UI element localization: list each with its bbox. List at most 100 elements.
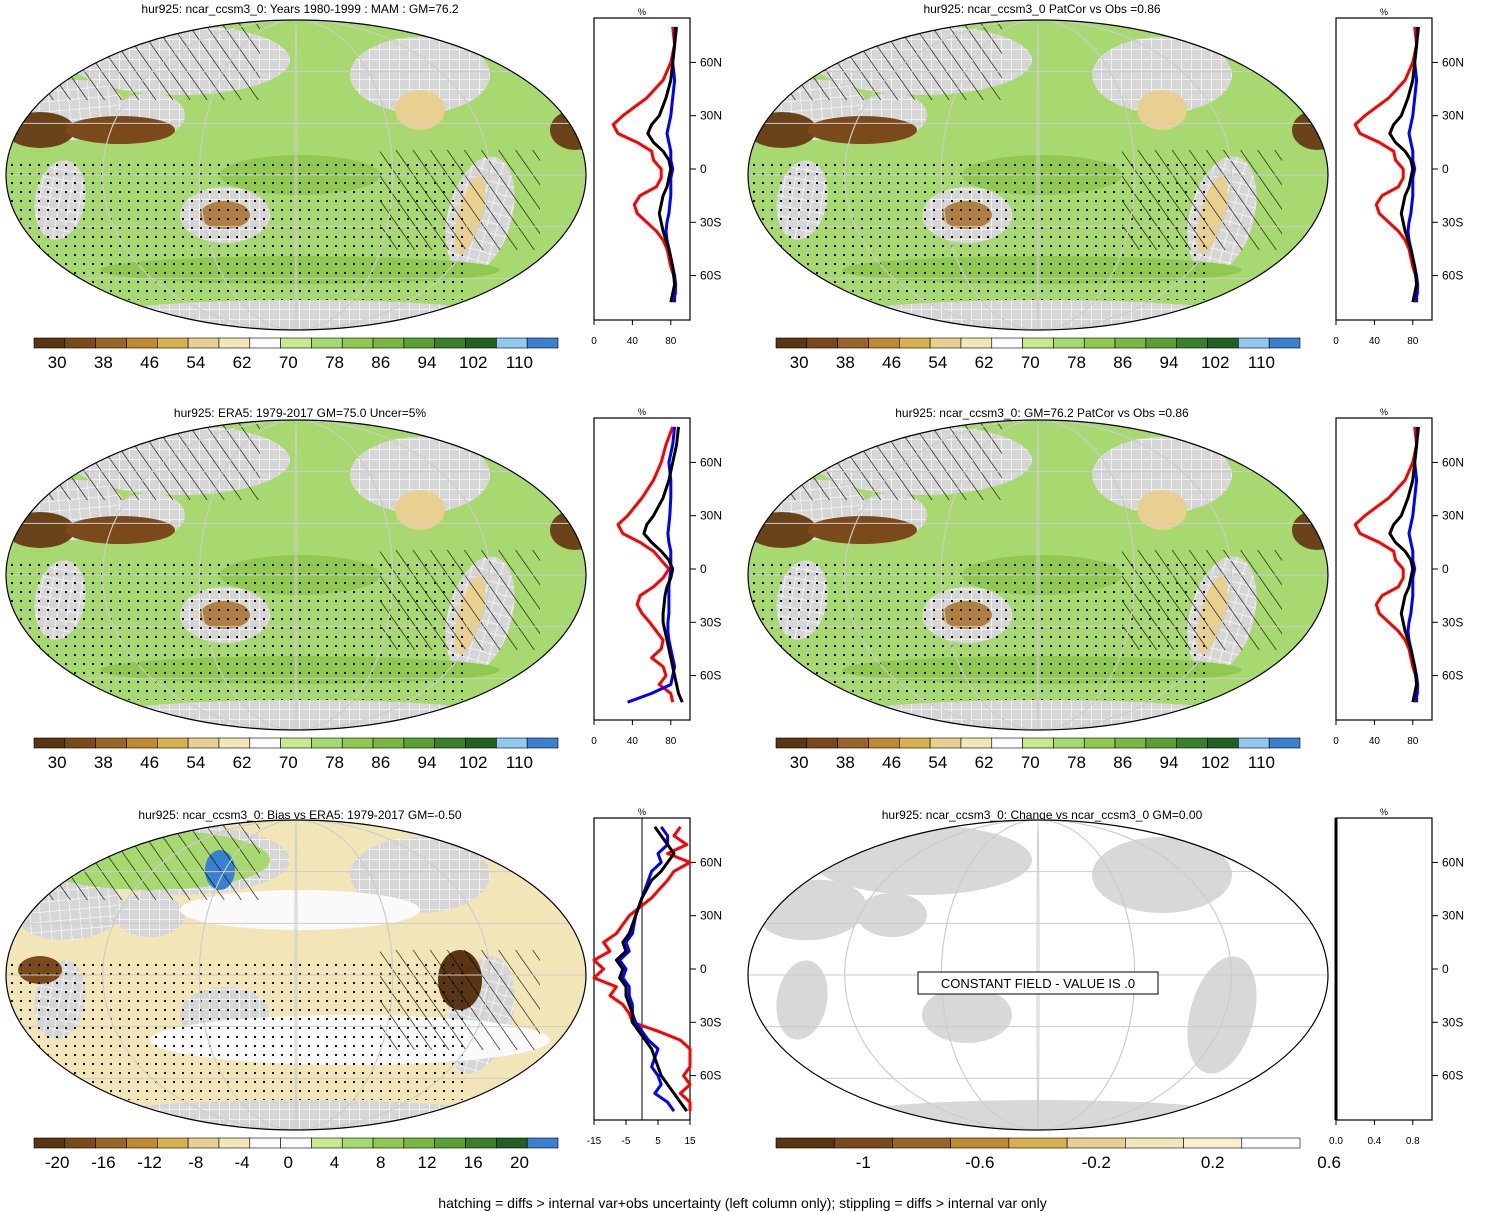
zonal-profile: % 60N 30N 0 30S 60S 0 40 80 (591, 7, 722, 347)
colorbar-cell (1145, 737, 1178, 749)
colorbar-label: 4 (330, 1153, 339, 1172)
profile-xtick-label: 40 (627, 336, 639, 347)
map-border (747, 19, 1329, 331)
colorbar-cell (280, 337, 312, 349)
colorbar-label: 38 (836, 353, 855, 372)
arabia-dry (807, 516, 917, 544)
colorbar-cell (218, 1137, 251, 1149)
profile-series-line (646, 26, 678, 303)
profile-series-line (642, 426, 684, 703)
colorbar: -20 -16 -12 -8 -4 0 4 8 12 16 20 (33, 1137, 559, 1172)
antarctica-land (80, 300, 520, 330)
colorbar-cell (496, 337, 528, 349)
colorbar-cell (960, 337, 993, 349)
india-land (857, 893, 927, 937)
profile-series-line (627, 426, 677, 704)
colorbar-cell (960, 737, 993, 749)
colorbar-label: 54 (928, 753, 947, 772)
map-border (747, 819, 1329, 1131)
colorbar-cell (403, 737, 436, 749)
profile-ytick-label: 30N (1442, 909, 1464, 923)
colorbar-label: 110 (506, 753, 533, 772)
profile-ytick-label: 0 (700, 562, 707, 576)
map-border (5, 819, 587, 1131)
north-america-land (1092, 37, 1232, 113)
colorbar-label: 62 (233, 753, 252, 772)
colorbar-label: 94 (1160, 353, 1179, 372)
graticule-meridian (198, 20, 394, 330)
profile-xtick-label: 40 (1369, 336, 1381, 347)
colorbar-label: -16 (91, 1153, 116, 1172)
colorbar-cell (929, 337, 962, 349)
panel-title: hur925: ncar_ccsm3_0: GM=76.2 PatCor vs … (895, 406, 1189, 420)
profile-xtick-label: 40 (627, 736, 639, 747)
stippling-overlay (10, 560, 470, 700)
colorbar-cell (898, 737, 931, 749)
colorbar: -1 -0.6 -0.2 0.2 0.6 (775, 1137, 1341, 1172)
colorbar-cell (775, 337, 808, 349)
profile-ytick-label: 60N (1442, 55, 1464, 69)
map-border (5, 419, 587, 731)
graticule-meridian (1036, 20, 1040, 330)
profile-ytick-label: 60S (1442, 269, 1463, 283)
colorbar-cell (156, 1137, 189, 1149)
profile-ytick-label: 60N (1442, 455, 1464, 469)
colorbar-cell (280, 737, 312, 749)
profile-xtick-label: 0.0 (1329, 1136, 1343, 1147)
colorbar-label: 38 (94, 753, 113, 772)
antarctica-land (822, 700, 1262, 730)
colorbar-cell (156, 337, 189, 349)
colorbar-cell (434, 337, 466, 349)
colorbar-cell (929, 737, 962, 749)
colorbar-cell (126, 1137, 158, 1149)
colorbar-cell (126, 737, 158, 749)
colorbar-label: 54 (186, 353, 205, 372)
colorbar-cell (341, 337, 374, 349)
colorbar-label: 8 (376, 1153, 385, 1172)
colorbar-cell (187, 337, 220, 349)
sahara-dry (748, 512, 817, 548)
colorbar-cell (1022, 337, 1054, 349)
map-field (6, 20, 586, 330)
colorbar-label: 110 (506, 353, 533, 372)
colorbar-cell (126, 337, 158, 349)
north-america-land (350, 837, 490, 913)
colorbar-label: 94 (418, 753, 437, 772)
east-sahara-dry (1292, 110, 1328, 150)
stippling-overlay (10, 160, 470, 300)
sahara-dry (748, 112, 817, 148)
colorbar-cell (1145, 337, 1178, 349)
profile-xtick-label: 40 (1369, 736, 1381, 747)
colorbar-cell (1022, 737, 1054, 749)
arabia-dry (65, 116, 175, 144)
profile-frame (1335, 817, 1433, 1121)
profile-xtick-label: 0 (591, 736, 597, 747)
profile-unit: % (638, 407, 646, 417)
east-sahara-dry (550, 510, 586, 550)
stippling-overlay (752, 160, 1212, 300)
colorbar-cell (1066, 1137, 1126, 1149)
colorbar-cell (249, 337, 281, 349)
profile-xtick-label: 15 (684, 1136, 696, 1147)
profile-unit: % (1380, 407, 1388, 417)
colorbar-label: -1 (856, 1153, 871, 1172)
colorbar-cell (496, 1137, 528, 1149)
panel-model-patcor: hur925: ncar_ccsm3_0 PatCor vs Obs =0.86… (742, 0, 1485, 400)
profile-xtick-label: -15 (587, 1136, 602, 1147)
colorbar-label: 70 (279, 753, 298, 772)
profile-xtick-label: 0.8 (1406, 1136, 1420, 1147)
colorbar-label: 46 (140, 753, 159, 772)
antarctica-land (822, 300, 1262, 330)
colorbar-label: 78 (1067, 353, 1086, 372)
colorbar-label: 102 (459, 353, 487, 372)
colorbar-label: 110 (1248, 353, 1275, 372)
profile-ytick-label: 30S (700, 615, 721, 629)
map-figure: % 60N 30N 0 30S 60S 0 40 80 30 38 46 54 62 70 78 86 94 102… (747, 407, 1464, 772)
colorbar-label: 62 (975, 753, 994, 772)
panel-title: hur925: ERA5: 1979-2017 GM=75.0 Uncer=5% (173, 406, 427, 420)
colorbar-cell (991, 737, 1023, 749)
colorbar-cell (1176, 737, 1208, 749)
colorbar-cell (249, 737, 281, 749)
graticule-meridian (198, 820, 394, 1130)
profile-unit: % (638, 807, 646, 817)
